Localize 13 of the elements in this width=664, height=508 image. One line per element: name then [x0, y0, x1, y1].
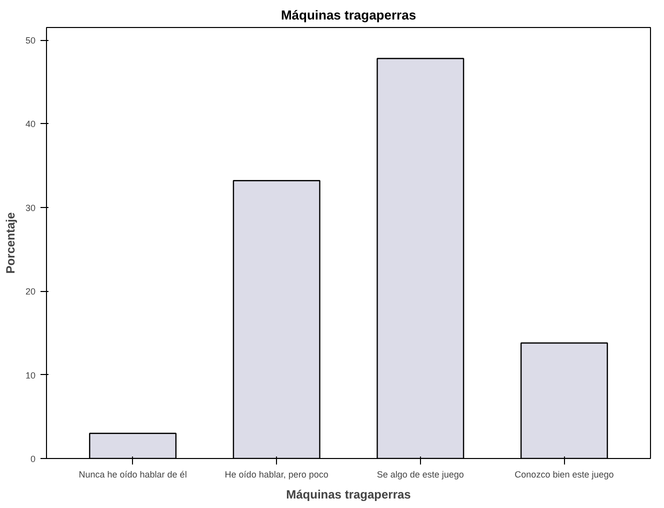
chart-title: Máquinas tragaperras — [280, 8, 416, 22]
y-tick-label: 50 — [25, 36, 36, 46]
y-tick-label: 0 — [30, 454, 36, 464]
y-tick-label: 10 — [25, 370, 36, 380]
x-tick-label: He oído hablar, pero poco — [224, 470, 328, 480]
y-axis-title: Porcentaje — [3, 212, 18, 274]
x-axis-title: Máquinas tragaperras — [286, 488, 412, 502]
y-tick-label: 40 — [25, 119, 36, 130]
y-tick-label: 20 — [25, 286, 36, 297]
x-tick-label: Conozco bien este juego — [514, 470, 614, 480]
y-tick-label: 30 — [25, 202, 36, 213]
x-tick-label: Se algo de este juego — [376, 470, 464, 480]
x-tick-label: Nunca he oído hablar de él — [78, 470, 187, 480]
